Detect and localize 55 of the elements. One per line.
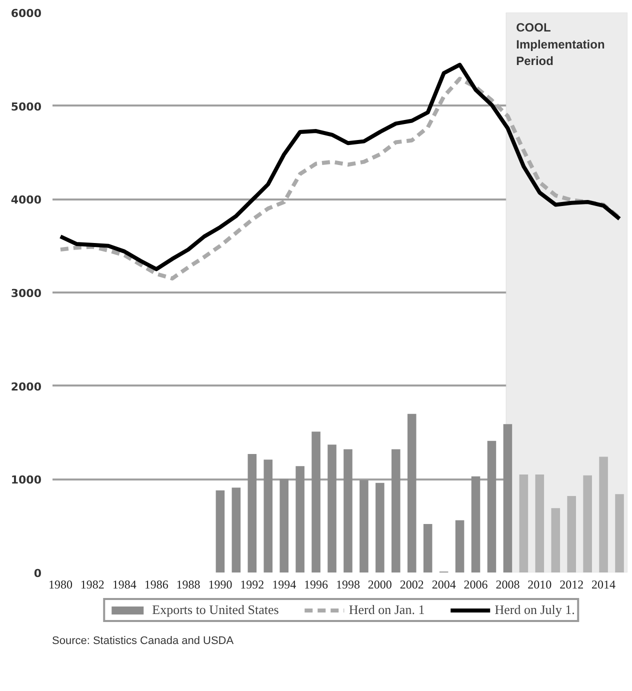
bar (376, 482, 384, 572)
bar (312, 432, 320, 572)
band-label: COOL Implementation Period (516, 20, 605, 68)
x-tick-label: 1988 (176, 578, 200, 592)
bar (551, 508, 560, 572)
x-tick-label: 1984 (112, 578, 136, 592)
bar (280, 479, 288, 572)
bar (599, 456, 608, 572)
y-tick-label: 2000 (10, 380, 42, 394)
bar (360, 480, 368, 572)
x-tick-label: 1996 (304, 578, 328, 592)
x-tick-label: 2008 (496, 578, 520, 592)
source-note: Source: Statistics Canada and USDA (52, 634, 234, 649)
x-tick-label: 2006 (464, 578, 488, 592)
y-tick-label: 1000 (10, 474, 42, 487)
y-tick-label: 0 (34, 567, 42, 580)
bar (423, 524, 432, 572)
bar (264, 460, 273, 572)
bar (583, 475, 592, 572)
legend-label: Exports to United States (152, 602, 279, 618)
x-tick-label: 2000 (368, 578, 392, 592)
x-tick-label: 2014 (592, 578, 616, 592)
bar (328, 444, 336, 572)
x-tick-label: 1990 (208, 578, 232, 592)
bar (216, 490, 225, 572)
bar (392, 449, 400, 572)
x-tick-label: 1998 (336, 578, 360, 592)
bar (232, 488, 241, 572)
y-tick-label: 6000 (10, 7, 42, 20)
legend-label: Herd on July 1. (494, 602, 575, 618)
x-tick-label: 2004 (432, 578, 456, 592)
x-tick-label: 2010 (528, 578, 552, 592)
bar (487, 440, 496, 572)
bar (519, 474, 528, 572)
bar (503, 424, 512, 572)
x-tick-label: 1994 (272, 578, 296, 592)
y-tick-label: 4000 (10, 194, 42, 207)
bar (615, 494, 624, 572)
y-tick-label: 5000 (10, 100, 42, 114)
bar (567, 496, 576, 572)
bar (248, 454, 257, 572)
y-tick-label: 3000 (10, 287, 42, 300)
bar (535, 474, 544, 572)
bar (455, 520, 464, 572)
bar (344, 449, 352, 572)
bar (407, 414, 416, 572)
x-tick-label: 1992 (240, 578, 264, 592)
x-tick-label: 2002 (400, 578, 424, 592)
x-tick-label: 2012 (560, 578, 584, 592)
x-tick-label: 1980 (48, 578, 72, 592)
legend-label: Herd on Jan. 1 (348, 602, 425, 618)
x-tick-label: 1986 (144, 578, 168, 592)
bar (471, 476, 480, 572)
bar (296, 466, 304, 572)
x-tick-label: 1982 (80, 578, 104, 592)
